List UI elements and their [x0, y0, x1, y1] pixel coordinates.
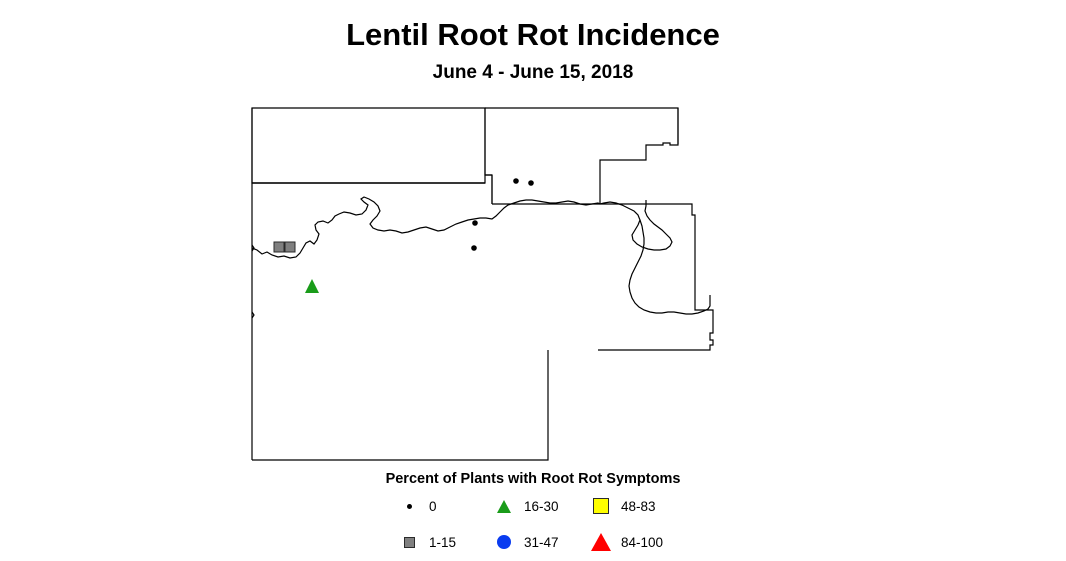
data-points-layer [273, 178, 534, 293]
boundary-northwest-block [251, 107, 486, 184]
data-point-dot[interactable] [471, 245, 477, 251]
data-point-dot[interactable] [528, 180, 534, 186]
legend-grid: 0 1-15 16-30 31-47 [368, 496, 698, 558]
small-black-dot-icon [398, 496, 420, 516]
legend-item-84-100[interactable]: 84-100 [590, 532, 663, 552]
data-point-dot[interactable] [472, 220, 478, 226]
boundary-river-natural [251, 196, 673, 259]
red-triangle-icon [590, 532, 612, 552]
legend-item-label: 16-30 [524, 498, 559, 514]
boundary-river-southeast [628, 219, 711, 315]
boundary-north-central-top [485, 107, 679, 144]
boundary-nw-ne-divider [484, 108, 493, 204]
green-triangle-icon [493, 496, 515, 516]
yellow-square-icon [590, 496, 612, 516]
legend-item-16-30[interactable]: 16-30 [493, 496, 559, 516]
legend-item-label: 31-47 [524, 534, 559, 550]
map-figure [240, 100, 730, 475]
page-title: Lentil Root Rot Incidence [346, 17, 720, 52]
data-point-square[interactable] [284, 241, 296, 253]
boundary-central-vertical [485, 174, 493, 204]
legend-item-1-15[interactable]: 1-15 [398, 532, 456, 552]
legend-title: Percent of Plants with Root Rot Symptoms [385, 471, 681, 487]
legend-item-label: 0 [429, 498, 437, 514]
page-subtitle: June 4 - June 15, 2018 [432, 62, 634, 83]
legend-item-0[interactable]: 0 [398, 496, 437, 516]
legend-item-48-83[interactable]: 48-83 [590, 496, 656, 516]
title-block: Lentil Root Rot Incidence June 4 - June … [0, 16, 1066, 86]
boundary-east-county [598, 203, 714, 351]
boundary-mid-horizontal [252, 182, 678, 205]
county-map-svg [251, 107, 714, 461]
legend-item-label: 1-15 [429, 534, 457, 550]
data-point-triangle[interactable] [305, 279, 319, 293]
blue-circle-icon [493, 532, 515, 552]
data-point-square[interactable] [273, 241, 285, 253]
boundary-south-edge [252, 350, 549, 461]
legend-item-label: 48-83 [621, 498, 656, 514]
legend-item-31-47[interactable]: 31-47 [493, 532, 559, 552]
boundary-northeast-right-edge [599, 108, 679, 204]
legend: Percent of Plants with Root Rot Symptoms… [0, 470, 1066, 558]
gray-square-icon [398, 532, 420, 552]
county-boundaries [251, 107, 714, 461]
boundary-west-kink [251, 244, 255, 319]
legend-item-label: 84-100 [621, 534, 664, 550]
data-point-dot[interactable] [513, 178, 519, 184]
